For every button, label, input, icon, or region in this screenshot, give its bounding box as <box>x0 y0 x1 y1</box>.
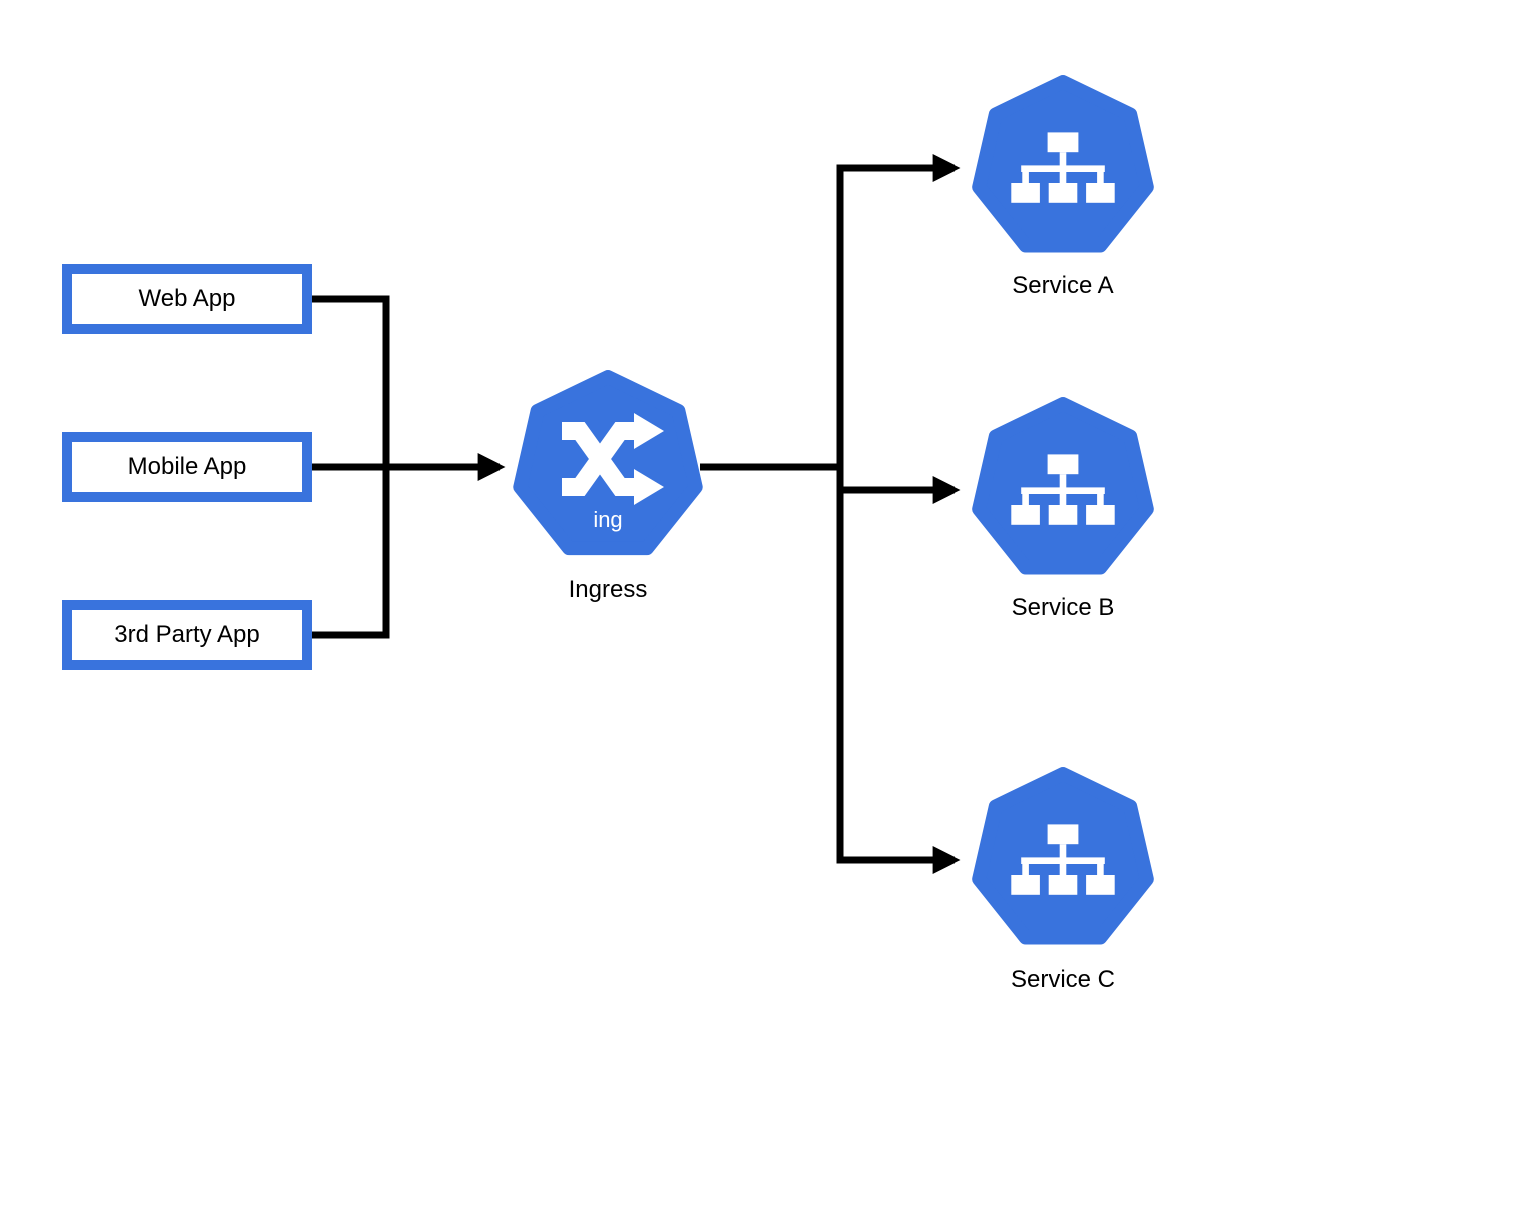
ingress-inner-label: ing <box>578 507 638 533</box>
ingress-label: Ingress <box>508 576 708 604</box>
service-label-a: Service A <box>963 272 1163 300</box>
service-label-c: Service C <box>963 966 1163 994</box>
client-label: Web App <box>139 285 236 313</box>
client-box-mobile-app: Mobile App <box>62 432 312 502</box>
client-box-3rd-party-app: 3rd Party App <box>62 600 312 670</box>
client-box-web-app: Web App <box>62 264 312 334</box>
client-label: 3rd Party App <box>114 621 259 649</box>
diagram-canvas: Web App Mobile App 3rd Party App Ingress… <box>0 0 1521 1219</box>
client-label: Mobile App <box>128 453 247 481</box>
service-label-b: Service B <box>963 594 1163 622</box>
